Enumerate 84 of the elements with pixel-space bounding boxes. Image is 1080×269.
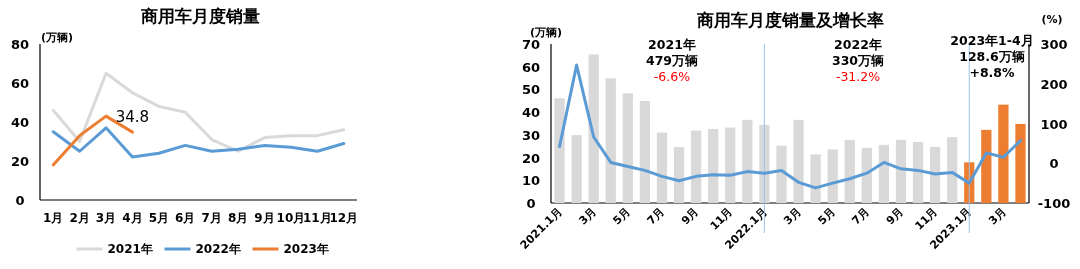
y-tick-label: 60 [10, 76, 30, 91]
y2-axis-title: (%) [1041, 13, 1063, 26]
bar [793, 119, 804, 203]
y-tick-label: 40 [10, 115, 30, 130]
annotation: -6.6% [653, 69, 691, 84]
bar [725, 127, 736, 203]
annotation: 128.6万辆 [959, 49, 1025, 64]
x-tick-label: 5月 [610, 204, 633, 228]
x-tick-label: 11月 [303, 211, 332, 225]
x-tick-label: 9月 [883, 204, 907, 228]
y-axis-title: (万辆) [529, 26, 563, 39]
bar [673, 147, 685, 203]
x-tick-label: 7月 [849, 204, 872, 228]
legend-label: 2023年 [283, 242, 329, 256]
annotation: 2023年1-4月 [950, 33, 1034, 48]
bar [708, 128, 719, 203]
x-tick-label: 5月 [148, 211, 170, 225]
data-label: 34.8 [115, 108, 150, 127]
bar [690, 130, 702, 203]
annotation: 479万辆 [645, 53, 699, 68]
bar [827, 149, 838, 203]
chart-title: 商用车月度销量 [139, 6, 260, 26]
legend-label: 2022年 [195, 242, 241, 256]
x-tick-label: 1月 [43, 211, 64, 225]
bar [742, 119, 753, 203]
bar [895, 139, 907, 203]
chart-title: 商用车月度销量及增长率 [695, 10, 884, 30]
y-tick-label: 50 [521, 82, 541, 98]
bar [929, 146, 941, 203]
y2-tick-label: 0 [1049, 156, 1059, 172]
annotation: +8.8% [969, 65, 1016, 80]
bar [776, 145, 787, 203]
bar [878, 144, 890, 203]
x-tick-label: 3月 [781, 204, 804, 228]
y-tick-label: 0 [526, 196, 536, 211]
x-tick-label: 4月 [122, 211, 143, 225]
y2-tick-label: 100 [1040, 116, 1068, 132]
y-axis-title: (万辆) [40, 31, 74, 44]
x-tick-label: 7月 [644, 204, 668, 228]
x-tick-label: 5月 [815, 204, 838, 228]
bar [622, 93, 633, 203]
x-tick-label: 3月 [576, 204, 599, 228]
y2-tick-label: 200 [1040, 76, 1068, 92]
annotation: -31.2% [835, 69, 881, 84]
x-tick-label: 9月 [678, 204, 702, 228]
annotation: 2021年 [648, 37, 696, 52]
bar [998, 104, 1009, 203]
y-tick-label: 30 [521, 127, 541, 143]
bar [1015, 123, 1026, 203]
y-tick-label: 60 [521, 59, 541, 75]
bar [605, 78, 616, 203]
x-tick-label: 6月 [175, 211, 196, 225]
bar [912, 141, 924, 203]
bar [571, 135, 582, 203]
annotation: 2022年 [834, 37, 882, 52]
y2-tick-label: -100 [1037, 196, 1071, 211]
y-tick-label: 0 [15, 193, 25, 208]
bar [981, 129, 992, 203]
legend-label: 2021年 [107, 242, 153, 256]
y-tick-label: 20 [10, 154, 30, 169]
x-tick-label: 9月 [254, 211, 275, 225]
y-tick-label: 40 [521, 105, 541, 121]
bar [861, 147, 872, 203]
y2-tick-label: 300 [1040, 37, 1068, 52]
y-tick-label: 20 [521, 150, 541, 166]
bar [656, 132, 668, 203]
bar [844, 139, 855, 203]
y-tick-label: 70 [521, 37, 541, 52]
y-tick-label: 80 [10, 37, 30, 52]
bar [554, 98, 565, 203]
x-tick-label: 3月 [986, 204, 1009, 228]
bar [639, 101, 651, 203]
annotation: 330万辆 [831, 53, 885, 68]
y-tick-label: 10 [521, 173, 541, 189]
x-tick-label: 3月 [95, 211, 117, 225]
x-tick-label: 12月 [329, 211, 359, 225]
bar [947, 137, 958, 203]
line-series [51, 71, 346, 153]
bar [588, 54, 599, 203]
x-tick-label: 7月 [201, 211, 222, 225]
x-tick-label: 8月 [227, 211, 249, 225]
bar [810, 154, 821, 203]
line-series [51, 126, 346, 159]
x-tick-label: 2月 [69, 211, 90, 225]
